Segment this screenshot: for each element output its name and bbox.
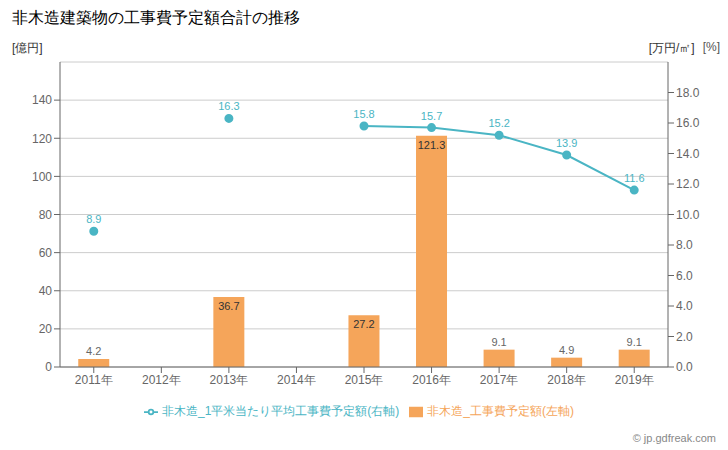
svg-text:2014年: 2014年 [277,373,316,387]
svg-text:60: 60 [39,246,53,260]
svg-text:14.0: 14.0 [676,147,700,161]
svg-text:12.0: 12.0 [676,177,700,191]
svg-text:140: 140 [32,93,52,107]
svg-text:2.0: 2.0 [676,330,693,344]
svg-text:18.0: 18.0 [676,86,700,100]
html-text:[万円/㎡]: [万円/㎡] [648,41,695,55]
svg-text:120: 120 [32,132,52,146]
svg-text:100: 100 [32,170,52,184]
svg-text:0.0: 0.0 [676,360,693,374]
svg-text:11.6: 11.6 [624,172,645,184]
svg-text:2012年: 2012年 [142,373,181,387]
svg-text:15.8: 15.8 [353,108,374,120]
svg-text:16.0: 16.0 [676,116,700,130]
svg-text:121.3: 121.3 [418,139,446,151]
svg-text:40: 40 [39,284,53,298]
svg-text:2018年: 2018年 [547,373,586,387]
svg-text:4.0: 4.0 [676,299,693,313]
svg-text:8.9: 8.9 [86,213,101,225]
svg-text:27.2: 27.2 [353,318,374,330]
svg-text:2017年: 2017年 [480,373,519,387]
svg-text:2016年: 2016年 [412,373,451,387]
svg-text:9.1: 9.1 [491,336,506,348]
svg-text:80: 80 [39,208,53,222]
svg-text:6.0: 6.0 [676,269,693,283]
svg-text:36.7: 36.7 [218,300,239,312]
svg-text:2013年: 2013年 [210,373,249,387]
svg-text:16.3: 16.3 [218,100,239,112]
svg-text:4.9: 4.9 [559,344,574,356]
svg-text:10.0: 10.0 [676,208,700,222]
svg-text:20: 20 [39,322,53,336]
html-text:非木造_工事費予定額(左軸): 非木造_工事費予定額(左軸) [427,404,574,418]
html-text:非木造_1平米当たり平均工事費予定額(右軸): 非木造_1平米当たり平均工事費予定額(右軸) [162,404,400,418]
svg-text:15.7: 15.7 [421,110,442,122]
svg-text:0: 0 [45,360,52,374]
html-text:非木造建築物の工事費予定額合計の推移: 非木造建築物の工事費予定額合計の推移 [12,9,300,26]
svg-text:2015年: 2015年 [345,373,384,387]
svg-text:15.2: 15.2 [488,117,509,129]
html-text:[億円]: [億円] [12,41,43,55]
svg-text:8.0: 8.0 [676,238,693,252]
svg-text:13.9: 13.9 [556,137,577,149]
svg-text:4.2: 4.2 [86,345,101,357]
svg-text:2011年: 2011年 [75,373,113,387]
svg-text:9.1: 9.1 [627,336,642,348]
html-text:© jp.gdfreak.com: © jp.gdfreak.com [632,432,716,444]
svg-text:2019年: 2019年 [615,373,654,387]
